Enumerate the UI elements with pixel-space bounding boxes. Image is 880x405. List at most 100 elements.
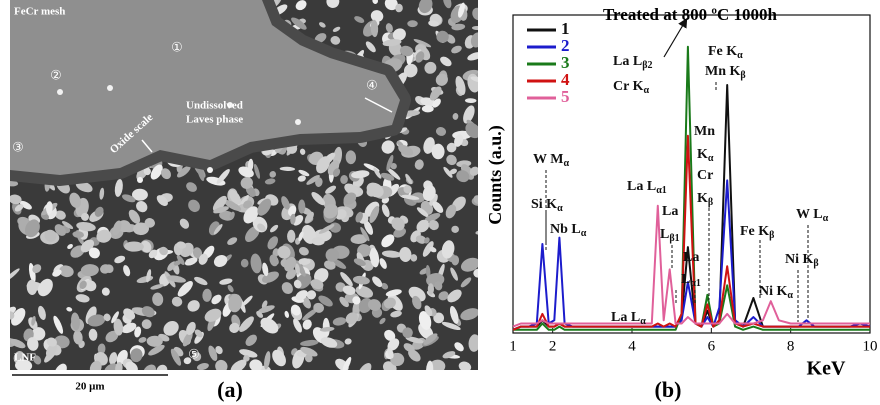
peak-label: La <box>662 204 678 219</box>
particle <box>130 348 143 363</box>
peak-label-element: La L <box>611 310 640 325</box>
particle <box>31 315 36 326</box>
particle <box>298 246 309 256</box>
particle <box>340 272 353 287</box>
particle <box>290 304 301 316</box>
particle <box>53 315 64 334</box>
particle <box>96 229 112 243</box>
particle <box>10 338 26 349</box>
particle <box>264 351 271 370</box>
particle <box>331 258 347 269</box>
particle <box>319 326 335 332</box>
particle <box>412 295 422 310</box>
particle <box>27 337 39 351</box>
particle <box>10 311 15 320</box>
peak-label-element: La L <box>613 54 642 69</box>
particle <box>176 255 185 266</box>
particle <box>384 0 398 11</box>
particle <box>403 185 412 194</box>
peak-label-subscript: β <box>813 258 818 269</box>
particle <box>416 207 429 218</box>
particle <box>269 171 277 178</box>
particle <box>10 194 22 205</box>
particle <box>379 258 387 269</box>
particle <box>185 258 195 264</box>
particle <box>415 51 425 63</box>
particle <box>121 322 137 334</box>
particle <box>177 165 191 178</box>
particle <box>429 246 437 253</box>
particle <box>33 355 42 365</box>
particle <box>55 210 66 220</box>
particle <box>284 310 290 318</box>
particle <box>288 205 297 216</box>
particle <box>352 296 361 305</box>
micrograph-label: Undissolved <box>186 100 243 112</box>
peak-label: Fe Kβ <box>740 224 774 241</box>
peak-label-subscript: α <box>557 203 563 214</box>
peak-label-element: Mn K <box>705 64 741 79</box>
particle <box>101 287 110 296</box>
particle <box>46 337 57 347</box>
particle <box>150 284 164 290</box>
particle <box>413 38 432 48</box>
particle <box>399 247 412 262</box>
particle <box>471 25 478 31</box>
particle <box>239 349 258 358</box>
spectrum-line <box>512 204 870 328</box>
particle <box>194 276 208 286</box>
particle <box>186 182 197 192</box>
particle <box>113 318 124 336</box>
particle <box>325 248 339 262</box>
particle <box>124 241 144 252</box>
particle <box>44 229 57 242</box>
particle <box>213 255 228 267</box>
particle <box>422 185 436 201</box>
particle <box>473 268 478 278</box>
particle <box>386 154 394 171</box>
particle <box>314 33 327 43</box>
particle <box>52 269 62 277</box>
particle <box>156 195 168 207</box>
particle <box>248 158 254 172</box>
particle <box>410 254 418 262</box>
particle <box>390 310 402 318</box>
particle <box>285 269 297 280</box>
micrograph-label: LNF <box>14 352 36 364</box>
particle <box>160 168 172 180</box>
peak-label-subscript: α <box>708 153 714 164</box>
particle <box>243 200 252 209</box>
particle <box>391 217 405 231</box>
particle <box>152 292 164 307</box>
particle <box>332 26 341 33</box>
particle <box>15 359 33 370</box>
peak-label: W Lα <box>796 207 829 224</box>
particle <box>267 236 279 250</box>
particle <box>387 338 400 351</box>
particle <box>428 219 439 231</box>
y-axis-label: Counts (a.u.) <box>485 125 506 225</box>
particle <box>281 196 290 210</box>
marker-line <box>141 139 153 153</box>
peak-label-subscript: α <box>563 158 569 169</box>
particle <box>402 327 413 339</box>
particle <box>385 23 393 33</box>
particle <box>170 348 182 366</box>
particle <box>447 289 462 303</box>
fecr-matrix <box>10 0 400 175</box>
peak-label-subscript: α <box>737 50 743 61</box>
particle <box>311 237 325 246</box>
particle <box>45 343 57 357</box>
peak-label: La Lα <box>611 310 646 327</box>
particle <box>458 2 465 18</box>
peak-label: La Lα1 <box>627 179 667 196</box>
particle <box>325 185 337 194</box>
particle <box>385 289 402 297</box>
particle <box>253 163 261 179</box>
particle <box>424 237 430 244</box>
particle <box>422 241 434 257</box>
particle <box>310 279 324 290</box>
particle <box>353 258 366 267</box>
particle <box>470 32 478 48</box>
x-tick-label: 8 <box>787 338 795 354</box>
